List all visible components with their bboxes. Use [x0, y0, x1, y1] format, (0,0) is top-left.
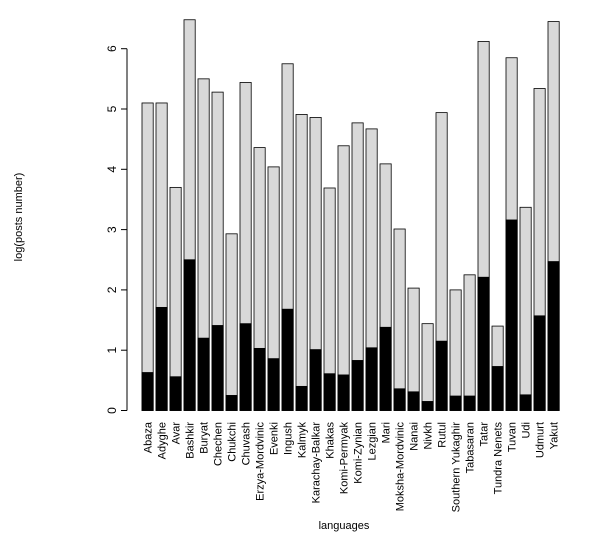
x-tick-label-4: Buryat — [199, 422, 211, 454]
y-tick-label-3: 3 — [105, 226, 119, 233]
y-axis-title: log(posts number) — [13, 173, 25, 262]
bars-layer — [141, 19, 560, 411]
bar-subset-17 — [379, 326, 392, 411]
x-tick-label-1: Adyghe — [157, 422, 169, 459]
x-tick-label-29: Yakut — [549, 422, 561, 449]
x-tick-label-8: Erzya-Mordvinic — [255, 422, 267, 501]
x-tick-label-21: Rutul — [437, 422, 449, 448]
bar-subset-29 — [547, 261, 560, 411]
bar-subset-8 — [253, 347, 266, 411]
bar-total-27 — [519, 206, 532, 411]
bar-subset-6 — [225, 395, 238, 411]
bar-total-14 — [337, 145, 350, 411]
bar-subset-24 — [477, 276, 490, 411]
bar-subset-4 — [197, 337, 210, 411]
bar-subset-0 — [141, 372, 154, 411]
y-tick-label-5: 5 — [105, 105, 119, 112]
bar-subset-19 — [407, 391, 420, 411]
bar-total-6 — [225, 233, 238, 411]
y-tick-label-0: 0 — [105, 407, 119, 414]
bar-total-11 — [295, 114, 308, 411]
x-tick-label-20: Nivkh — [423, 422, 435, 450]
x-tick-label-0: Abaza — [143, 421, 155, 453]
x-tick-label-13: Khakas — [325, 422, 337, 459]
bar-subset-14 — [337, 374, 350, 411]
x-tick-label-6: Chukchi — [227, 422, 239, 462]
x-tick-label-14: Komi-Permyak — [339, 422, 351, 495]
bar-subset-18 — [393, 388, 406, 411]
y-tick-label-2: 2 — [105, 286, 119, 293]
x-axis-category-labels: Abaza Adyghe Avar Bashkir Buryat Chechen Chukc… — [143, 421, 561, 512]
bar-subset-1 — [155, 306, 168, 411]
bar-subset-10 — [281, 308, 294, 411]
bar-total-22 — [449, 289, 462, 411]
x-tick-label-19: Nanai — [409, 422, 421, 451]
bar-subset-7 — [239, 323, 252, 411]
bar-total-20 — [421, 323, 434, 411]
bar-subset-22 — [449, 395, 462, 411]
bar-subset-13 — [323, 373, 336, 411]
bar-total-23 — [463, 274, 476, 411]
x-axis-title: languages — [319, 520, 370, 532]
x-tick-label-2: Avar — [171, 422, 183, 445]
x-tick-label-22: Southern Yukaghir — [451, 422, 463, 513]
bar-subset-15 — [351, 360, 364, 411]
y-tick-label-1: 1 — [105, 347, 119, 354]
bar-subset-12 — [309, 349, 322, 411]
bar-subset-2 — [169, 376, 182, 411]
x-tick-label-27: Udi — [521, 422, 533, 439]
x-tick-label-26: Tuvan — [507, 422, 519, 452]
bar-subset-5 — [211, 325, 224, 411]
bar-subset-9 — [267, 358, 280, 411]
x-tick-label-11: Kalmyk — [297, 422, 309, 459]
bar-subset-20 — [421, 401, 434, 411]
x-tick-label-9: Evenki — [269, 422, 281, 455]
bar-subset-11 — [295, 385, 308, 411]
x-tick-label-3: Bashkir — [185, 422, 197, 459]
x-tick-label-16: Lezgian — [367, 422, 379, 461]
y-tick-label-4: 4 — [105, 166, 119, 173]
x-tick-label-7: Chuvash — [241, 422, 253, 465]
bar-subset-26 — [505, 219, 518, 411]
x-tick-label-5: Chechen — [213, 422, 225, 466]
bar-subset-16 — [365, 347, 378, 411]
x-tick-label-15: Komi-Zynian — [353, 422, 365, 484]
bar-subset-21 — [435, 340, 448, 411]
x-tick-label-10: Ingush — [283, 422, 295, 455]
x-tick-label-25: Tundra Nenets — [493, 422, 505, 495]
bar-total-18 — [393, 228, 406, 411]
bar-subset-25 — [491, 366, 504, 411]
y-tick-label-6: 6 — [105, 45, 119, 52]
x-tick-label-18: Moksha-Mordvinic — [395, 422, 407, 512]
x-tick-label-12: Karachay-Balkar — [311, 422, 323, 504]
bar-total-0 — [141, 102, 154, 411]
x-tick-label-24: Tatar — [479, 422, 491, 447]
bar-subset-27 — [519, 394, 532, 411]
bar-subset-28 — [533, 315, 546, 411]
bar-subset-23 — [463, 395, 476, 411]
y-axis: 0 1 2 3 4 5 6 — [105, 45, 128, 414]
x-tick-label-17: Mari — [381, 422, 393, 443]
bar-subset-3 — [183, 259, 196, 411]
x-tick-label-28: Udmurt — [535, 422, 547, 458]
x-tick-label-23: Tabasaran — [465, 422, 477, 473]
